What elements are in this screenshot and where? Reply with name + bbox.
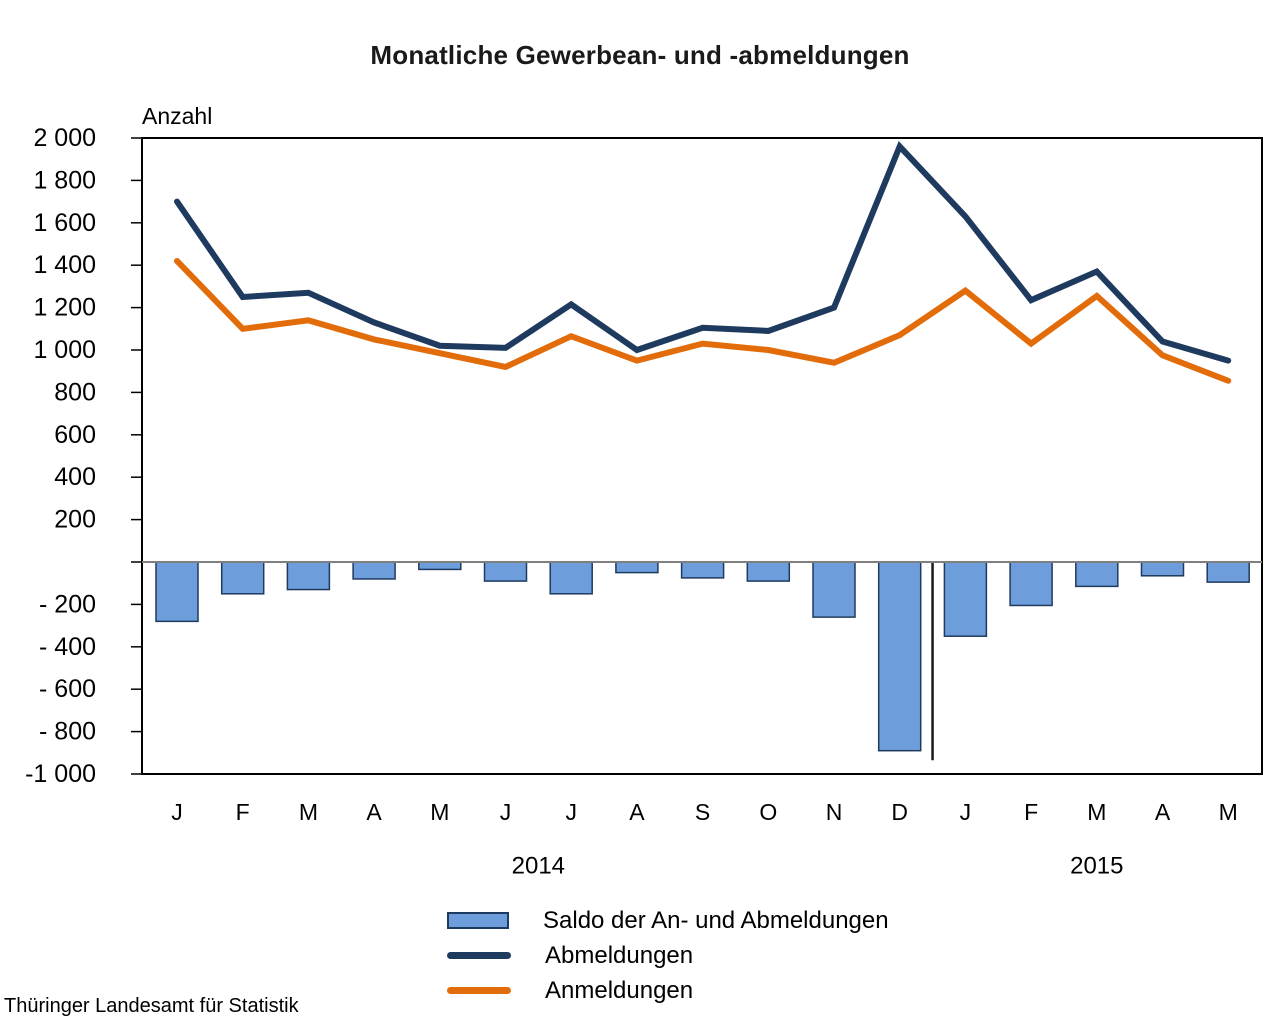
saldo-bar <box>418 561 462 571</box>
x-axis-month-label: A <box>629 799 645 825</box>
legend-item-anmeldungen: Anmeldungen <box>447 973 889 1008</box>
saldo-bar <box>155 561 199 623</box>
legend: Saldo der An- und Abmeldungen Abmeldunge… <box>447 903 889 1008</box>
x-axis-month-label: F <box>1024 799 1038 825</box>
saldo-bar <box>877 561 922 752</box>
x-axis-month-label: S <box>695 799 710 825</box>
saldo-bar <box>1009 561 1053 607</box>
y-axis-tick-label: 1 400 <box>33 251 96 279</box>
x-axis-month-label: M <box>299 799 318 825</box>
saldo-bar <box>352 561 396 580</box>
anmeldungen-line <box>174 257 1232 384</box>
saldo-bar <box>943 561 988 637</box>
y-axis-tick-label: 1 800 <box>33 166 96 194</box>
x-axis-month-label: A <box>1155 799 1171 825</box>
anmeldungen-line-swatch-icon <box>447 987 511 994</box>
y-axis-tick-label: - 800 <box>39 718 96 746</box>
y-axis-unit-label: Anzahl <box>142 103 213 129</box>
abmeldungen-line-swatch-icon <box>447 952 511 959</box>
legend-item-saldo: Saldo der An- und Abmeldungen <box>447 903 889 938</box>
x-axis-year-label: 2015 <box>1070 853 1123 880</box>
saldo-bar <box>220 561 265 595</box>
chart-title: Monatliche Gewerbean- und -abmeldungen <box>370 40 910 70</box>
saldo-bar <box>615 561 659 574</box>
y-axis-tick-label: -1 000 <box>25 760 96 788</box>
x-axis-month-label: O <box>759 799 777 825</box>
y-axis-tick-label: 400 <box>54 463 96 491</box>
legend-label-abmeldungen: Abmeldungen <box>545 941 694 969</box>
source-footer: Thüringer Landesamt für Statistik <box>4 995 299 1017</box>
saldo-bar <box>812 561 856 618</box>
y-axis-tick-label: 1 000 <box>33 336 96 364</box>
x-axis-month-label: J <box>565 799 577 825</box>
x-axis-month-label: J <box>500 799 512 825</box>
saldo-bar <box>1140 561 1185 577</box>
x-axis-month-label: D <box>891 799 908 825</box>
saldo-bar <box>1206 561 1250 583</box>
x-axis-month-label: A <box>366 799 382 825</box>
y-axis-tick-label: - 400 <box>39 633 96 661</box>
x-axis-month-label: N <box>826 799 843 825</box>
saldo-bar <box>286 561 331 591</box>
y-axis-tick-label: 800 <box>54 378 96 406</box>
y-axis-tick-label: - 600 <box>39 675 96 703</box>
saldo-bar <box>680 561 725 579</box>
plot-frame <box>141 137 1263 775</box>
x-axis-month-label: M <box>430 799 449 825</box>
y-axis-tick-label: 200 <box>54 506 96 534</box>
y-axis-tick-label: 1 200 <box>33 294 96 322</box>
x-axis-month-label: M <box>1087 799 1106 825</box>
abmeldungen-line <box>174 141 1232 364</box>
legend-label-saldo: Saldo der An- und Abmeldungen <box>543 906 889 934</box>
y-axis-tick-label: 2 000 <box>33 124 96 152</box>
y-axis-tick-label: 1 600 <box>33 209 96 237</box>
saldo-bar <box>483 561 528 582</box>
saldo-bar-swatch-icon <box>447 912 509 929</box>
legend-item-abmeldungen: Abmeldungen <box>447 938 889 973</box>
x-axis-month-label: J <box>171 799 183 825</box>
saldo-bar <box>549 561 593 595</box>
y-axis-tick-label: - 200 <box>39 590 96 618</box>
x-axis-month-label: F <box>236 799 250 825</box>
x-axis-month-label: M <box>1219 799 1238 825</box>
x-axis-month-label: J <box>960 799 972 825</box>
saldo-bar <box>746 561 791 582</box>
saldo-bar <box>1075 561 1119 588</box>
y-axis-tick-label: 600 <box>54 421 96 449</box>
legend-label-anmeldungen: Anmeldungen <box>545 976 694 1004</box>
x-axis-year-label: 2014 <box>512 853 565 880</box>
